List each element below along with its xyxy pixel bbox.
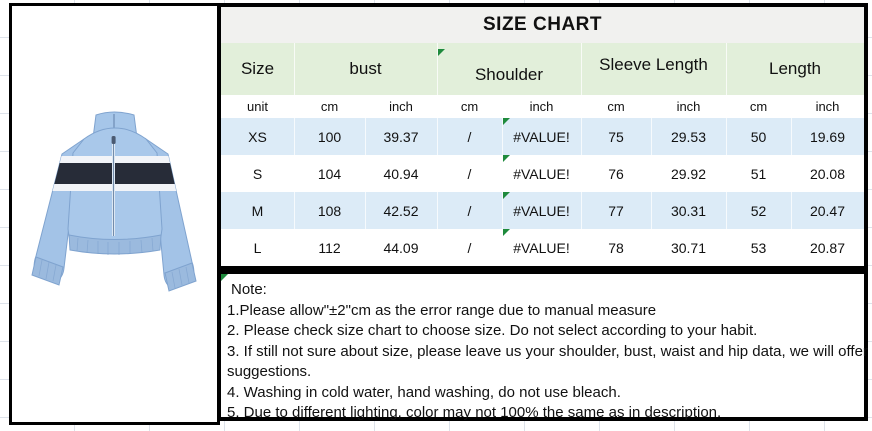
- unit-cell: cm: [460, 99, 479, 114]
- value-cell: /: [437, 118, 502, 155]
- size-cell: XS: [248, 128, 267, 145]
- jacket-product-image: [31, 111, 197, 292]
- value-cell: 108: [294, 192, 365, 229]
- value-cell: 51: [750, 165, 767, 182]
- value-cell: 75: [581, 118, 651, 155]
- value-cell: 77: [581, 192, 651, 229]
- header-size: Size: [240, 59, 275, 78]
- value-cell: 20.87: [809, 239, 846, 256]
- value-cell-error: #VALUE!: [502, 118, 581, 155]
- value-cell: 78: [608, 239, 624, 256]
- value-cell: 30.31: [651, 192, 726, 229]
- table-row-m: M 108 42.52 / #VALUE! 77 30.31 52 20.47: [221, 192, 864, 229]
- value-cell: 100: [294, 118, 365, 155]
- value-cell: /: [467, 165, 472, 182]
- value-cell: /: [467, 239, 472, 256]
- table-row-xs: XS 100 39.37 / #VALUE! 75 29.53 50 19.69: [221, 118, 864, 155]
- value-cell: 39.37: [365, 118, 437, 155]
- error-indicator-icon: [503, 118, 510, 125]
- value-cell: 42.52: [365, 192, 437, 229]
- value-cell-error: #VALUE!: [502, 155, 581, 192]
- unit-cell: cm: [749, 99, 768, 114]
- size-chart-table: SIZE CHART Size bust Shoulder Sleeve Len…: [217, 3, 868, 270]
- size-cell: L: [253, 239, 262, 256]
- value-cell: 50: [726, 118, 791, 155]
- value-cell: 104: [317, 165, 342, 182]
- notes-heading: Note:: [231, 281, 267, 298]
- value-cell: 76: [608, 165, 624, 182]
- unit-row: unit cm inch cm inch cm inch cm inch: [221, 95, 864, 118]
- header-length: Length: [726, 43, 864, 95]
- unit-cell: inch: [529, 99, 554, 114]
- value-cell: 44.09: [383, 239, 419, 256]
- value-cell-error: #VALUE!: [502, 192, 581, 229]
- note-line-5: 5. Due to different lighting, color may …: [227, 404, 722, 421]
- value-cell: 30.71: [670, 239, 707, 256]
- error-indicator-icon: [438, 49, 445, 56]
- error-indicator-icon: [503, 155, 510, 162]
- value-cell: 29.53: [651, 118, 726, 155]
- product-photo-box: [9, 3, 220, 425]
- value-cell: 112: [318, 239, 341, 256]
- note-line-3-cont: suggestions.: [227, 363, 312, 380]
- unit-cell: cm: [607, 99, 625, 114]
- value-cell-error: #VALUE!: [502, 229, 581, 266]
- value-cell: 19.69: [791, 118, 864, 155]
- unit-cell: inch: [676, 99, 701, 114]
- note-line-3: 3. If still not sure about size, please …: [227, 342, 868, 360]
- value-cell: 53: [750, 239, 767, 256]
- notes-box: Note: 1.Please allow"±2"cm as the error …: [217, 270, 868, 421]
- size-cell: M: [251, 202, 264, 219]
- error-indicator-icon: [221, 274, 228, 281]
- value-cell: 40.94: [383, 165, 419, 182]
- value-cell: /: [437, 192, 502, 229]
- value-cell: 29.92: [670, 165, 707, 182]
- jacket-hem-band: [68, 234, 162, 255]
- header-shoulder: Shoulder: [437, 43, 581, 95]
- note-line-2: 2. Please check size chart to choose siz…: [227, 322, 758, 339]
- size-chart-title: SIZE CHART: [221, 7, 864, 43]
- unit-cell: inch: [389, 99, 413, 114]
- value-cell: 52: [726, 192, 791, 229]
- error-indicator-icon: [503, 192, 510, 199]
- table-row-l: L 112 44.09 / #VALUE! 78 30.71 53 20.87: [221, 229, 864, 266]
- unit-cell: cm: [320, 99, 339, 114]
- header-sleeve-length: Sleeve Length: [581, 43, 726, 95]
- note-line-1: 1.Please allow"±2"cm as the error range …: [227, 301, 657, 319]
- jacket-zipper-pull: [111, 136, 116, 144]
- value-cell: 20.08: [809, 165, 846, 182]
- size-cell: S: [252, 165, 263, 182]
- unit-cell: inch: [815, 99, 840, 114]
- value-cell: 20.47: [791, 192, 864, 229]
- table-row-s: S 104 40.94 / #VALUE! 76 29.92 51 20.08: [221, 155, 864, 192]
- header-bust: bust: [294, 43, 437, 95]
- note-line-4: 4. Washing in cold water, hand washing, …: [227, 383, 621, 401]
- error-indicator-icon: [503, 229, 510, 236]
- unit-cell: unit: [247, 99, 268, 114]
- table-header-row: Size bust Shoulder Sleeve Length Length: [221, 43, 864, 95]
